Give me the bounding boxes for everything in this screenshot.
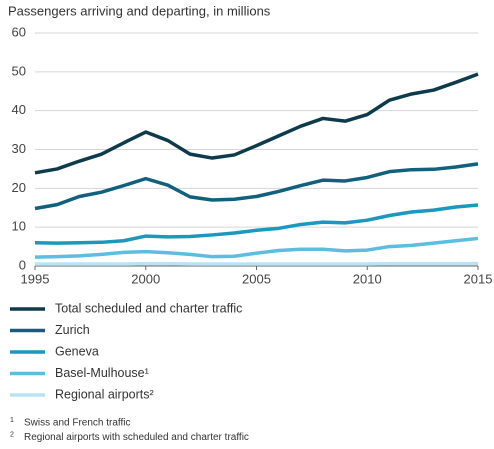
series-line [34,72,479,175]
x-tick-label: 2015 [464,271,493,286]
legend-label: Regional airports² [55,387,154,401]
y-tick-label: 30 [12,141,26,156]
legend-label: Geneva [55,344,99,358]
series-line [34,203,479,245]
footnote-marker: 1 [10,417,14,424]
x-tick-label: 2010 [353,271,382,286]
footnote-text: Regional airports with scheduled and cha… [24,432,249,443]
y-tick-label: 10 [12,219,26,234]
chart-title: Passengers arriving and departing, in mi… [8,3,271,18]
y-tick-label: 20 [12,180,26,195]
x-tick-label: 2005 [242,271,271,286]
legend-label: Zurich [55,323,90,337]
footnote-marker: 2 [10,431,14,438]
series-line [34,236,479,259]
y-tick-label: 60 [12,24,26,39]
footnote-text: Swiss and French traffic [24,418,131,429]
y-tick-label: 40 [12,102,26,117]
x-tick-label: 2000 [131,271,160,286]
y-tick-label: 50 [12,63,26,78]
x-tick-label: 1995 [21,271,50,286]
legend-label: Basel-Mulhouse¹ [55,366,149,380]
y-tick-label: 0 [19,257,26,272]
legend-label: Total scheduled and charter traffic [55,301,242,315]
series-line [34,162,479,211]
